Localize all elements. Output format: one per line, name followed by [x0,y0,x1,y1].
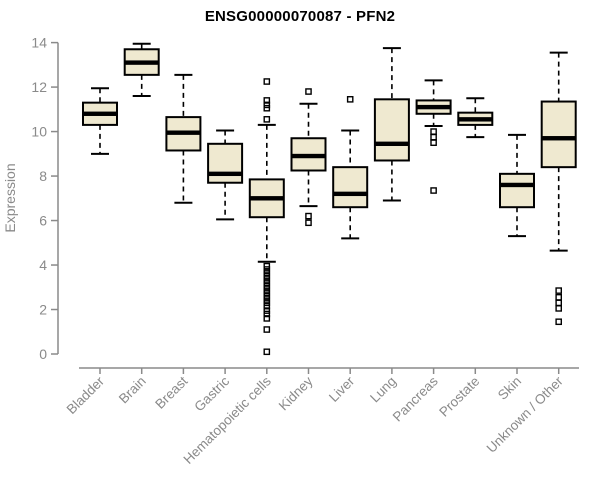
outlier-unknown-other [555,299,562,307]
outlier-hematopoietic-cells [263,315,271,322]
outlier-kidney [305,219,312,227]
outlier-unknown-other [555,318,562,326]
outlier-hematopoietic-cells [263,286,271,293]
median-gastric [208,171,243,177]
outlier-hematopoietic-cells [263,101,271,109]
outlier-hematopoietic-cells [263,269,271,277]
chart-title: ENSG00000070087 - PFN2 [204,8,396,25]
outlier-kidney [305,88,312,95]
outlier-unknown-other [555,287,562,294]
median-breast [166,130,201,135]
outlier-hematopoietic-cells [263,116,271,123]
outlier-unknown-other [555,305,562,312]
median-kidney [291,153,326,159]
median-skin [500,182,534,188]
outlier-hematopoietic-cells [263,282,271,290]
y-tick-label: 14 [31,34,47,50]
x-tick-label-bladder: Bladder [64,373,108,417]
median-pancreas [416,104,451,110]
outlier-hematopoietic-cells [263,296,271,303]
outlier-hematopoietic-cells [263,302,271,310]
outlier-hematopoietic-cells [263,279,271,287]
outlier-hematopoietic-cells [263,310,271,318]
outlier-hematopoietic-cells [263,307,271,314]
y-tick-label: 2 [39,301,47,317]
outlier-pancreas [430,133,437,141]
x-tick-label-gastric: Gastric [191,373,232,414]
median-unknown-other [541,136,576,141]
box-unknown-other [540,100,577,169]
outlier-pancreas [430,128,437,135]
outlier-hematopoietic-cells [263,326,271,333]
median-prostate [458,117,493,122]
x-tick-label-breast: Breast [152,373,190,411]
outlier-kidney [305,212,312,220]
median-hematopoietic-cells [249,196,284,201]
box-lung [373,98,410,162]
outlier-hematopoietic-cells [263,276,271,283]
outlier-hematopoietic-cells [263,97,271,104]
median-brain [124,60,159,65]
x-tick-label-skin: Skin [495,374,524,403]
outlier-hematopoietic-cells [263,289,271,297]
outlier-hematopoietic-cells [263,266,271,273]
outlier-hematopoietic-cells [263,348,271,356]
outlier-pancreas [430,187,437,194]
box-liver [332,166,369,209]
box-skin [499,172,535,209]
x-tick-label-kidney: Kidney [276,373,316,413]
median-liver [333,191,368,197]
x-tick-label-lung: Lung [367,374,399,406]
outlier-hematopoietic-cells [263,272,271,280]
outlier-hematopoietic-cells [263,299,271,307]
y-tick-label: 0 [39,346,47,362]
median-bladder [83,111,117,116]
y-tick-label: 12 [31,79,47,95]
y-axis-label: Expression [2,163,18,233]
box-gastric [207,142,244,184]
x-tick-label-brain: Brain [116,374,149,407]
y-tick-label: 8 [39,168,47,184]
y-tick-label: 4 [39,257,47,273]
outlier-unknown-other [555,293,562,301]
outlier-hematopoietic-cells [263,104,271,112]
outlier-hematopoietic-cells [263,78,271,85]
y-tick-label: 10 [31,123,47,139]
x-tick-label-prostate: Prostate [436,374,482,420]
outlier-liver [346,96,354,103]
outlier-pancreas [430,139,437,146]
x-tick-label-liver: Liver [326,373,358,405]
x-tick-label-unknown-other: Unknown / Other [484,373,567,456]
outlier-hematopoietic-cells [263,262,271,270]
median-lung [374,141,409,147]
y-tick-label: 6 [39,212,47,228]
outlier-hematopoietic-cells [263,292,271,300]
x-tick-label-pancreas: Pancreas [390,373,441,424]
